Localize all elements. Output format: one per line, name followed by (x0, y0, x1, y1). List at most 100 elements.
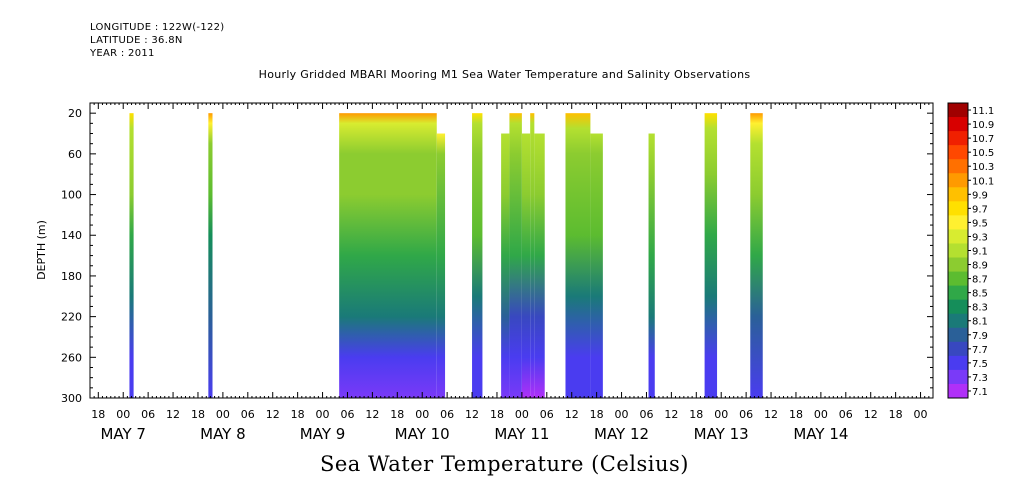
colorbar-label: 7.5 (972, 359, 988, 370)
data-segment (339, 113, 437, 398)
colorbar-label: 7.7 (972, 345, 988, 356)
colorbar-swatch (948, 187, 968, 202)
colorbar-label: 9.5 (972, 218, 988, 229)
x-date-label: MAY 12 (594, 425, 649, 443)
x-tick-label: 18 (91, 408, 105, 421)
x-tick-label: 12 (565, 408, 579, 421)
colorbar-label: 9.9 (972, 190, 988, 201)
x-date-label: MAY 10 (395, 425, 450, 443)
colorbar-swatch (948, 341, 968, 357)
x-tick-label: 18 (689, 408, 703, 421)
x-tick-label: 00 (116, 408, 130, 421)
x-tick-label: 00 (814, 408, 828, 421)
x-tick-label: 18 (590, 408, 604, 421)
colorbar-swatch (948, 159, 968, 174)
colorbar-label: 8.1 (972, 317, 988, 328)
data-segment (534, 133, 545, 398)
x-date-label: MAY 13 (694, 425, 749, 443)
x-tick-label: 12 (266, 408, 280, 421)
x-tick-label: 06 (739, 408, 753, 421)
y-tick-label: 20 (68, 107, 82, 120)
colorbar-swatch (948, 299, 968, 315)
x-tick-label: 06 (540, 408, 554, 421)
colorbar-label: 8.9 (972, 261, 988, 272)
x-tick-label: 06 (141, 408, 155, 421)
x-tick-label: 18 (191, 408, 205, 421)
colorbar-swatch (948, 215, 968, 230)
colorbar-swatch (948, 243, 968, 259)
data-segment (750, 113, 763, 398)
x-tick-label: 12 (664, 408, 678, 421)
colorbar-swatch (948, 313, 968, 329)
colorbar-legend: 11.1 10.9 10.7 10.5 10.3 10.1 9.9 9.7 9.5 9.3 9.1 8… (947, 102, 994, 399)
y-tick-label: 60 (68, 148, 82, 161)
colorbar-label: 9.3 (972, 232, 988, 243)
data-segment (590, 133, 603, 398)
x-tick-label: 00 (216, 408, 230, 421)
colorbar-swatch (948, 229, 968, 244)
y-axis: 20 60 100 140 180 220 260 300 (61, 102, 933, 405)
colorbar-swatch (948, 285, 968, 301)
x-tick-label: 00 (714, 408, 728, 421)
x-date-label: MAY 8 (200, 425, 246, 443)
year-label: YEAR : 2011 (90, 48, 155, 59)
colorbar-swatch (948, 271, 968, 287)
x-tick-label: 18 (390, 408, 404, 421)
x-tick-label: 00 (914, 408, 928, 421)
data-segment (704, 113, 718, 398)
x-tick-label: 12 (864, 408, 878, 421)
colorbar-label: 7.9 (972, 331, 988, 342)
data-segment (436, 133, 446, 398)
x-tick-label: 06 (639, 408, 653, 421)
colorbar-label: 9.7 (972, 204, 988, 215)
x-date-label: MAY 9 (300, 425, 346, 443)
colorbar-swatch (948, 103, 968, 118)
colorbar-label: 10.5 (972, 148, 994, 159)
colorbar-swatch (948, 383, 968, 399)
colorbar-label: 11.1 (972, 106, 994, 117)
data-segment (565, 113, 591, 398)
colorbar-label: 8.7 (972, 275, 988, 286)
colorbar-label: 10.1 (972, 176, 994, 187)
y-tick-label: 140 (61, 229, 82, 242)
data-segment (521, 133, 531, 398)
colorbar-label: 10.7 (972, 134, 994, 145)
colorbar-swatch (948, 117, 968, 132)
x-tick-label: 12 (166, 408, 180, 421)
x-date-label: MAY 7 (100, 425, 146, 443)
x-tick-label: 18 (490, 408, 504, 421)
x-axis: 18 00 06 12 18 00 06 12 18 00 06 12 18 00 06 12 18 00 06 12… (89, 103, 934, 443)
data-segment (648, 133, 655, 398)
data-segment (472, 113, 483, 398)
data-segment (208, 113, 213, 398)
x-tick-label: 18 (889, 408, 903, 421)
x-tick-label: 00 (316, 408, 330, 421)
x-tick-label: 18 (291, 408, 305, 421)
y-tick-label: 260 (61, 351, 82, 364)
colorbar-swatch (948, 201, 968, 216)
data-segment (509, 113, 522, 398)
x-tick-label: 12 (465, 408, 479, 421)
data-segment (501, 133, 510, 398)
x-tick-label: 00 (415, 408, 429, 421)
colorbar-swatch (948, 131, 968, 146)
x-tick-label: 06 (340, 408, 354, 421)
colorbar-label: 8.5 (972, 289, 988, 300)
colorbar-label: 7.1 (972, 387, 988, 398)
latitude-label: LATITUDE : 36.8N (90, 35, 183, 46)
y-axis-title: DEPTH (m) (35, 220, 48, 280)
data-segments (129, 113, 763, 398)
x-tick-label: 06 (839, 408, 853, 421)
variable-title: Sea Water Temperature (Celsius) (319, 452, 689, 476)
x-tick-label: 12 (365, 408, 379, 421)
x-tick-label: 18 (789, 408, 803, 421)
colorbar-swatch (948, 327, 968, 343)
x-date-label: MAY 14 (793, 425, 848, 443)
data-segment (530, 113, 535, 398)
y-tick-label: 180 (61, 270, 82, 283)
x-tick-label: 00 (615, 408, 629, 421)
data-segment (129, 113, 134, 398)
colorbar-swatch (948, 145, 968, 160)
y-tick-label: 300 (61, 392, 82, 405)
